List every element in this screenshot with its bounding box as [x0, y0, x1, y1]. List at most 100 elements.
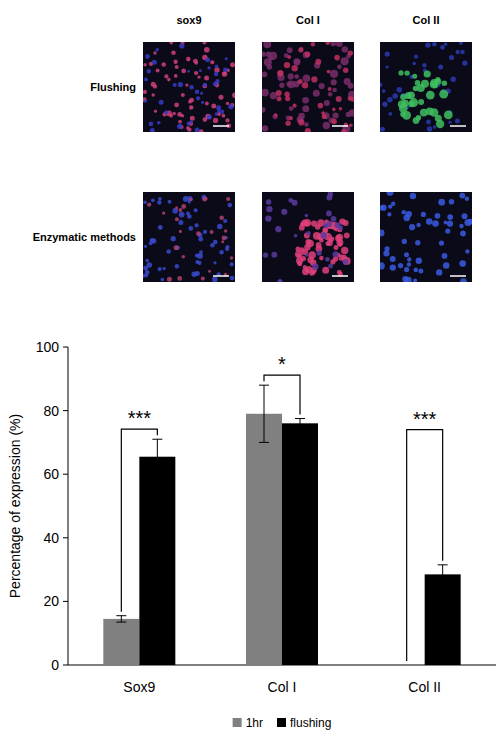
cell	[215, 79, 219, 83]
cell	[380, 127, 385, 132]
cell	[169, 42, 173, 44]
cell	[208, 270, 211, 273]
cell	[306, 231, 311, 236]
cell	[203, 42, 207, 44]
cell	[319, 83, 325, 89]
cell	[178, 220, 183, 225]
cell	[175, 217, 179, 221]
scale-bar	[450, 125, 466, 127]
cell	[219, 95, 224, 100]
significance-label: *	[278, 353, 286, 375]
cell	[318, 103, 324, 109]
cell	[266, 51, 272, 57]
cell	[327, 240, 333, 246]
cell	[158, 225, 163, 230]
micrograph-bg	[262, 42, 354, 132]
cell	[298, 119, 304, 125]
cell	[380, 262, 385, 269]
cell	[413, 279, 417, 282]
scale-bar	[332, 125, 348, 127]
cell	[292, 65, 298, 71]
cell	[293, 104, 297, 108]
cell	[339, 107, 343, 111]
cell	[311, 270, 316, 275]
cell	[447, 214, 453, 220]
legend-swatch	[277, 718, 286, 727]
cell	[415, 80, 421, 86]
cell	[443, 262, 450, 269]
x-tick-label: Col II	[408, 679, 441, 695]
cell	[195, 223, 199, 227]
cell	[459, 224, 463, 228]
cell	[326, 42, 330, 45]
cell	[213, 261, 216, 264]
cell	[397, 87, 403, 93]
cell	[342, 46, 348, 52]
cell	[301, 256, 306, 261]
cell	[326, 211, 332, 217]
y-tick	[63, 474, 68, 475]
error-cap	[116, 622, 126, 623]
cell	[230, 256, 233, 259]
cell	[465, 249, 469, 253]
cell	[278, 280, 282, 282]
cell	[226, 102, 229, 105]
cell	[201, 101, 204, 104]
cell	[422, 63, 426, 67]
cell	[277, 96, 282, 101]
cell	[173, 60, 177, 64]
cell	[444, 111, 453, 120]
cell	[158, 267, 162, 271]
cell	[447, 221, 453, 227]
cell	[305, 128, 311, 132]
cell	[147, 69, 151, 73]
cell	[185, 83, 188, 86]
cell	[438, 64, 443, 69]
cell	[464, 219, 471, 226]
cell	[398, 263, 403, 268]
cell	[388, 112, 392, 116]
cell	[459, 260, 466, 267]
cell	[315, 224, 321, 230]
cell	[382, 102, 387, 107]
cell	[333, 112, 339, 118]
cell	[223, 67, 228, 72]
cell	[265, 215, 271, 221]
micrograph	[143, 42, 235, 132]
cell	[219, 215, 224, 220]
cell	[222, 71, 228, 77]
cell	[194, 208, 198, 212]
bar	[139, 457, 175, 665]
cell	[440, 45, 445, 50]
error-cap	[116, 615, 126, 616]
cell	[179, 230, 182, 233]
cell	[456, 50, 460, 54]
micrograph	[262, 192, 354, 282]
significance-bracket	[407, 430, 443, 661]
cell	[414, 55, 418, 59]
cell	[143, 90, 147, 94]
cell	[444, 221, 448, 225]
cell	[174, 74, 178, 78]
plot-area	[103, 385, 460, 665]
cell	[348, 83, 354, 89]
cell	[179, 43, 184, 48]
cell	[341, 247, 348, 254]
cell	[192, 272, 197, 277]
cell	[210, 60, 214, 64]
cell	[207, 66, 210, 69]
cell	[276, 90, 282, 96]
cell	[465, 197, 469, 201]
cell	[167, 277, 172, 282]
micrograph	[380, 42, 472, 132]
cell	[289, 116, 293, 120]
cell	[220, 110, 224, 114]
cell	[432, 220, 439, 227]
cell	[325, 257, 330, 262]
cell	[301, 219, 308, 226]
cell	[324, 100, 330, 106]
cell	[390, 264, 396, 270]
cell	[305, 253, 309, 257]
cell	[284, 92, 289, 97]
cell	[204, 197, 208, 201]
